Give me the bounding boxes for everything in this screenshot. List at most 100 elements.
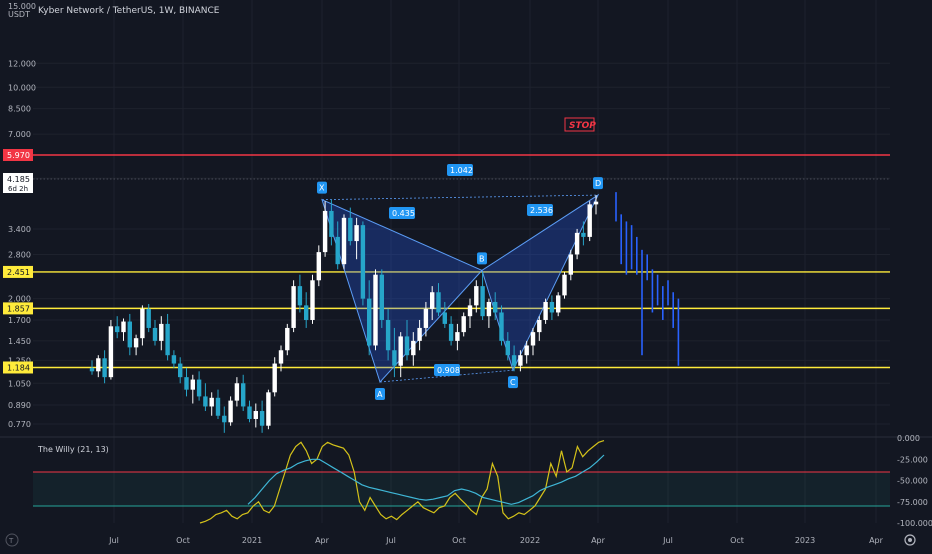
candle[interactable]	[171, 350, 177, 368]
candle[interactable]	[272, 357, 277, 397]
candle[interactable]	[486, 298, 492, 328]
candle[interactable]	[190, 374, 195, 404]
candle[interactable]	[556, 292, 561, 317]
candle[interactable]	[455, 323, 460, 351]
candle[interactable]	[335, 221, 340, 270]
candle[interactable]	[247, 400, 252, 423]
candle[interactable]	[329, 199, 334, 246]
projection-bars[interactable]	[615, 192, 680, 366]
candle[interactable]	[373, 269, 378, 351]
candle[interactable]	[196, 371, 202, 401]
candle[interactable]	[436, 283, 441, 317]
pattern-ratio-badge[interactable]	[434, 364, 460, 376]
candle[interactable]	[184, 367, 189, 397]
pattern-point-a[interactable]	[375, 388, 385, 401]
candle[interactable]	[285, 323, 290, 356]
candle[interactable]	[385, 308, 391, 361]
pattern-ratio-badge[interactable]	[389, 207, 415, 219]
candle[interactable]	[341, 214, 347, 270]
candle[interactable]	[379, 269, 384, 328]
candle[interactable]	[417, 319, 422, 351]
candle[interactable]	[89, 360, 95, 375]
candle[interactable]	[159, 316, 164, 351]
candle[interactable]	[234, 377, 240, 407]
candle[interactable]	[543, 298, 548, 324]
candle[interactable]	[593, 195, 599, 215]
candle[interactable]	[215, 389, 221, 419]
candle[interactable]	[354, 217, 359, 260]
candle[interactable]	[291, 280, 296, 333]
candle[interactable]	[152, 319, 158, 346]
candle[interactable]	[259, 400, 265, 433]
candle[interactable]	[448, 316, 454, 346]
candle[interactable]	[360, 221, 366, 306]
candle[interactable]	[102, 350, 107, 384]
candle[interactable]	[587, 201, 592, 242]
candle[interactable]	[133, 334, 139, 356]
time-axis[interactable]: Jul Oct 2021 Apr Jul Oct 2022 Apr Jul Oct 2023 Apr	[108, 536, 883, 545]
pattern-ratio-badge[interactable]	[527, 204, 553, 216]
candle[interactable]	[322, 201, 328, 257]
candle[interactable]	[568, 249, 573, 281]
stop-label[interactable]: STOP	[564, 117, 596, 132]
candle[interactable]	[442, 301, 447, 328]
pattern-point-c[interactable]	[508, 376, 518, 389]
candle[interactable]	[549, 295, 555, 320]
candle[interactable]	[430, 286, 435, 320]
willy-line[interactable]	[199, 440, 605, 524]
pattern-bcd-triangle[interactable]	[481, 193, 600, 372]
willy-signal-line[interactable]	[247, 454, 605, 505]
candle[interactable]	[467, 298, 473, 328]
candle[interactable]	[108, 319, 114, 380]
candle[interactable]	[304, 292, 309, 328]
candle[interactable]	[121, 318, 126, 341]
candle[interactable]	[165, 313, 170, 361]
candle[interactable]	[253, 403, 258, 428]
candle[interactable]	[96, 355, 101, 378]
candle[interactable]	[461, 312, 466, 337]
horizontal-levels[interactable]: 5.970 2.451 1.857 1.184	[3, 149, 890, 374]
candle[interactable]	[178, 357, 183, 384]
candle[interactable]	[392, 327, 397, 378]
candle[interactable]	[241, 374, 246, 412]
candle[interactable]	[474, 280, 479, 313]
candle[interactable]	[203, 383, 208, 412]
candle[interactable]	[518, 350, 523, 372]
candle[interactable]	[505, 332, 510, 361]
candle[interactable]	[278, 345, 284, 372]
candle[interactable]	[499, 305, 504, 346]
candle[interactable]	[222, 406, 227, 433]
candle[interactable]	[562, 271, 567, 299]
candle[interactable]	[411, 332, 416, 366]
pattern-point-x[interactable]	[317, 181, 327, 194]
candle[interactable]	[140, 305, 145, 346]
candle[interactable]	[581, 221, 586, 246]
willy-indicator-pane[interactable]: 0.000 -25.000 -50.000 -75.000 -100.000	[33, 434, 932, 528]
settings-gear-icon[interactable]	[904, 534, 916, 546]
candle[interactable]	[480, 271, 485, 320]
candle[interactable]	[423, 301, 429, 337]
candle[interactable]	[398, 332, 403, 378]
pattern-ratio-badge[interactable]	[447, 164, 473, 176]
pattern-point-d[interactable]	[593, 177, 603, 190]
candlesticks[interactable]	[89, 195, 599, 433]
candle[interactable]	[367, 280, 372, 356]
candle[interactable]	[493, 292, 498, 320]
candle[interactable]	[537, 316, 542, 341]
candle[interactable]	[127, 313, 132, 356]
candle[interactable]	[146, 303, 151, 333]
pattern-point-b[interactable]	[477, 252, 487, 265]
candle[interactable]	[209, 392, 214, 416]
candle[interactable]	[115, 316, 120, 339]
candle[interactable]	[266, 389, 271, 430]
candle[interactable]	[404, 319, 410, 361]
candle[interactable]	[511, 345, 517, 372]
candle[interactable]	[316, 245, 321, 287]
candle[interactable]	[348, 207, 353, 246]
candle[interactable]	[574, 228, 580, 260]
candle[interactable]	[310, 274, 315, 324]
candle[interactable]	[530, 327, 536, 356]
candle[interactable]	[228, 396, 233, 426]
price-axis[interactable]: 15.000USDT12.00010.0008.5007.0005.0003.4…	[8, 2, 36, 429]
candle[interactable]	[297, 274, 303, 313]
